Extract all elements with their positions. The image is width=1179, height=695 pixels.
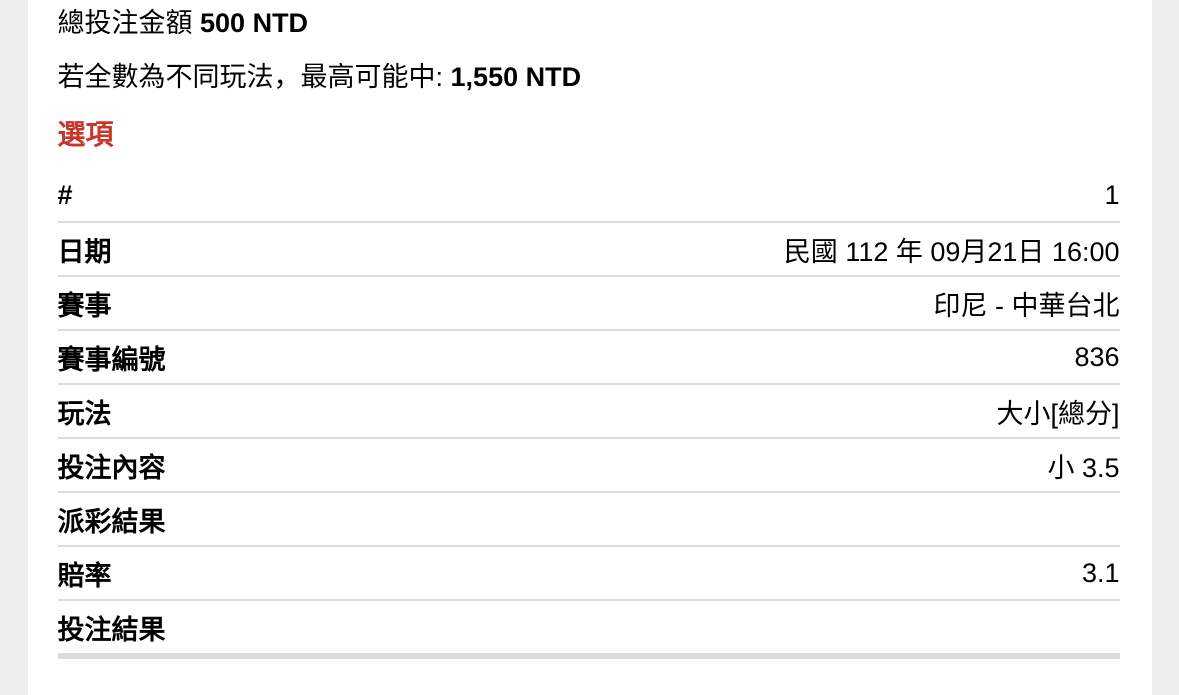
row-label: 賽事 [57, 290, 112, 321]
table-row: 派彩結果 [57, 493, 1120, 547]
total-bet-label: 總投注金額 [57, 8, 193, 38]
bet-table: #1 日期 民國 112 年 09月21日 16:00 賽事 印尼 - 中華台北賽事編號… [57, 169, 1120, 659]
table-row: #1 [57, 169, 1120, 223]
row-label: 日期 [57, 236, 112, 267]
total-bet-line: 總投注金額 500 NTD [58, 6, 1120, 40]
row-value: 印尼 - 中華台北 [933, 290, 1120, 321]
row-label: 賠率 [57, 560, 112, 591]
table-row: 賽事 印尼 - 中華台北 [57, 277, 1120, 331]
table-row: 投注結果 [57, 601, 1120, 659]
row-label: 派彩結果 [57, 506, 166, 537]
row-value: 民國 112 年 09月21日 16:00 [783, 236, 1120, 267]
row-label: 賽事編號 [57, 344, 166, 375]
row-value: 836 [1074, 341, 1120, 372]
table-row: 玩法 大小[總分] [57, 385, 1120, 439]
row-label: 投注內容 [57, 452, 166, 483]
row-value: 小 3.5 [1047, 452, 1120, 483]
table-row: 投注內容 小 3.5 [57, 439, 1120, 493]
table-row: 賽事編號 836 [57, 331, 1120, 385]
table-row: 賠率 3.1 [57, 547, 1120, 601]
max-win-line: 若全數為不同玩法，最高可能中: 1,550 NTD [58, 60, 1120, 94]
row-value: 大小[總分] [996, 398, 1120, 429]
row-label: 玩法 [57, 398, 112, 429]
row-value: 1 [1104, 179, 1120, 210]
row-label: 投注結果 [57, 614, 166, 645]
row-value: 3.1 [1081, 557, 1120, 588]
section-title: 選項 [57, 119, 114, 150]
row-label: # [57, 179, 73, 210]
total-bet-amount: 500 NTD [200, 8, 309, 38]
max-win-amount: 1,550 NTD [450, 62, 582, 92]
table-row: 日期 民國 112 年 09月21日 16:00 [57, 223, 1120, 277]
bet-slip-card: 總投注金額 500 NTD 若全數為不同玩法，最高可能中: 1,550 NTD … [27, 0, 1152, 695]
max-win-label: 若全數為不同玩法，最高可能中: [57, 62, 444, 92]
